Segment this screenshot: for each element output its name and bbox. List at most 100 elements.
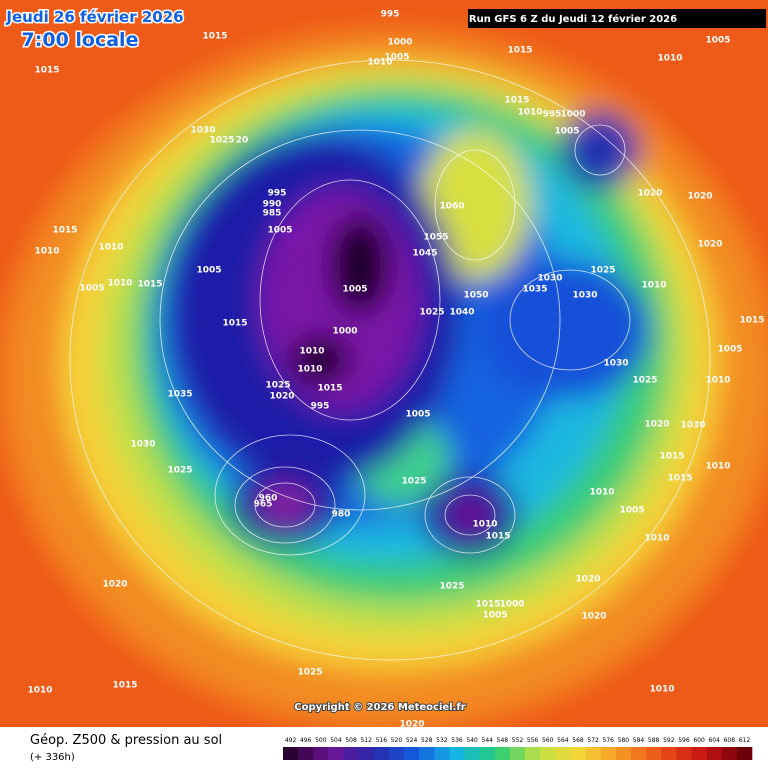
pressure-label: 1025 (297, 668, 322, 678)
pressure-label: 1010 (299, 347, 324, 357)
pressure-label: 995 (543, 110, 562, 120)
colorbar-swatch (494, 747, 511, 760)
colorbar-swatch (434, 747, 450, 760)
pressure-label: 1020 (575, 575, 600, 585)
colorbar-label: 536 (451, 737, 463, 744)
forecast-date: Jeudi 26 février 2026 (5, 8, 183, 26)
colorbar-label: 520 (391, 737, 403, 744)
pressure-label: 1025 (419, 308, 444, 318)
pressure-label: 1015 (34, 66, 59, 76)
pressure-label: 1020 (644, 420, 669, 430)
colorbar-swatch (358, 747, 375, 760)
pressure-label: 1030 (190, 126, 215, 136)
pressure-label: 1005 (482, 611, 507, 621)
pressure-label: 20 (236, 136, 249, 146)
pressure-label: 1010 (34, 247, 59, 257)
pressure-label: 1020 (399, 720, 424, 730)
pressure-label: 1015 (137, 280, 162, 290)
colorbar-swatch (630, 747, 647, 760)
colorbar-swatch (464, 747, 480, 760)
pressure-label: 1005 (196, 266, 221, 276)
pressure-label: 1045 (412, 249, 437, 259)
pressure-label: 1030 (680, 421, 705, 431)
colorbar-swatch (540, 747, 556, 760)
colorbar-swatch (721, 747, 738, 760)
pressure-label: 1030 (603, 359, 628, 369)
colorbar-swatch (555, 747, 571, 760)
pressure-label: 1025 (632, 376, 657, 386)
pressure-label: 1025 (590, 266, 615, 276)
colorbar-label: 516 (376, 737, 388, 744)
pressure-label: 995 (268, 189, 287, 199)
forecast-time: 7:00 locale (22, 29, 139, 51)
colorbar-label: 552 (512, 737, 524, 744)
colorbar-label: 500 (315, 737, 327, 744)
pressure-label: 1050 (463, 291, 488, 301)
pressure-label: 1015 (485, 532, 510, 542)
pressure-label: 1005 (554, 127, 579, 137)
pressure-label: 1010 (657, 54, 682, 64)
pressure-label: 990 (263, 200, 282, 210)
colorbar-swatch (313, 747, 329, 760)
pressure-label: 995 (381, 10, 400, 20)
pressure-label: 1010 (98, 243, 123, 253)
pressure-label: 1025 (209, 136, 234, 146)
pressure-label: 1010 (644, 534, 669, 544)
colorbar-swatch (691, 747, 707, 760)
colorbar-swatch (283, 747, 299, 760)
pressure-label: 1010 (705, 462, 730, 472)
pressure-label: 1025 (439, 582, 464, 592)
pressure-label: 1010 (107, 279, 132, 289)
copyright: Copyright © 2026 Meteociel.fr (294, 702, 465, 713)
pressure-label: 1030 (130, 440, 155, 450)
colorbar-label: 584 (633, 737, 645, 744)
pressure-labels: 9951000100510101015101510151010100510151… (27, 10, 764, 730)
pressure-label: 1020 (269, 392, 294, 402)
colorbar-label: 556 (527, 737, 539, 744)
colorbar-swatch (676, 747, 692, 760)
pressure-label: 1025 (167, 466, 192, 476)
pressure-label: 1020 (637, 189, 662, 199)
colorbar-label: 612 (739, 737, 751, 744)
colorbar-label: 528 (421, 737, 433, 744)
pressure-label: 1015 (52, 226, 77, 236)
geopotential-field (0, 0, 768, 730)
colorbar-swatch (388, 747, 405, 760)
colorbar-label: 576 (603, 737, 615, 744)
pressure-label: 1025 (265, 381, 290, 391)
colorbar-label: 600 (693, 737, 705, 744)
pressure-label: 1040 (449, 308, 474, 318)
pressure-label: 1015 (659, 452, 684, 462)
colorbar-label: 496 (300, 737, 312, 744)
colorbar-label: 548 (497, 737, 509, 744)
run-banner (468, 9, 766, 28)
colorbar-label: 524 (406, 737, 418, 744)
colorbar-label: 532 (436, 737, 448, 744)
pressure-label: 1015 (507, 46, 532, 56)
pressure-label: 1005 (705, 36, 730, 46)
colorbar-swatch (661, 747, 677, 760)
colorbar-label: 540 (466, 737, 478, 744)
pressure-label: 1025 (401, 477, 426, 487)
pressure-label: 1010 (297, 365, 322, 375)
pressure-label: 1000 (560, 110, 585, 120)
colorbar-label: 544 (482, 737, 494, 744)
pressure-label: 1015 (739, 316, 764, 326)
colorbar-swatch (570, 747, 586, 760)
colorbar-label: 592 (663, 737, 675, 744)
pressure-label: 1015 (202, 32, 227, 42)
pressure-label: 1010 (367, 58, 392, 68)
pressure-label: 1005 (342, 285, 367, 295)
pressure-label: 965 (254, 500, 273, 510)
legend-title: Géop. Z500 & pression au sol (30, 733, 222, 748)
pressure-label: 980 (332, 510, 351, 520)
pressure-label: 1055 (423, 233, 448, 243)
colorbar-label: 512 (360, 737, 372, 744)
pressure-label: 1005 (384, 53, 409, 63)
colorbar-label: 580 (618, 737, 630, 744)
pressure-label: 1035 (522, 285, 547, 295)
run-info: Run GFS 6 Z du Jeudi 12 février 2026 (469, 13, 677, 25)
colorbar-swatch (419, 747, 435, 760)
pressure-label: 1030 (537, 274, 562, 284)
pressure-label: 1020 (697, 240, 722, 250)
